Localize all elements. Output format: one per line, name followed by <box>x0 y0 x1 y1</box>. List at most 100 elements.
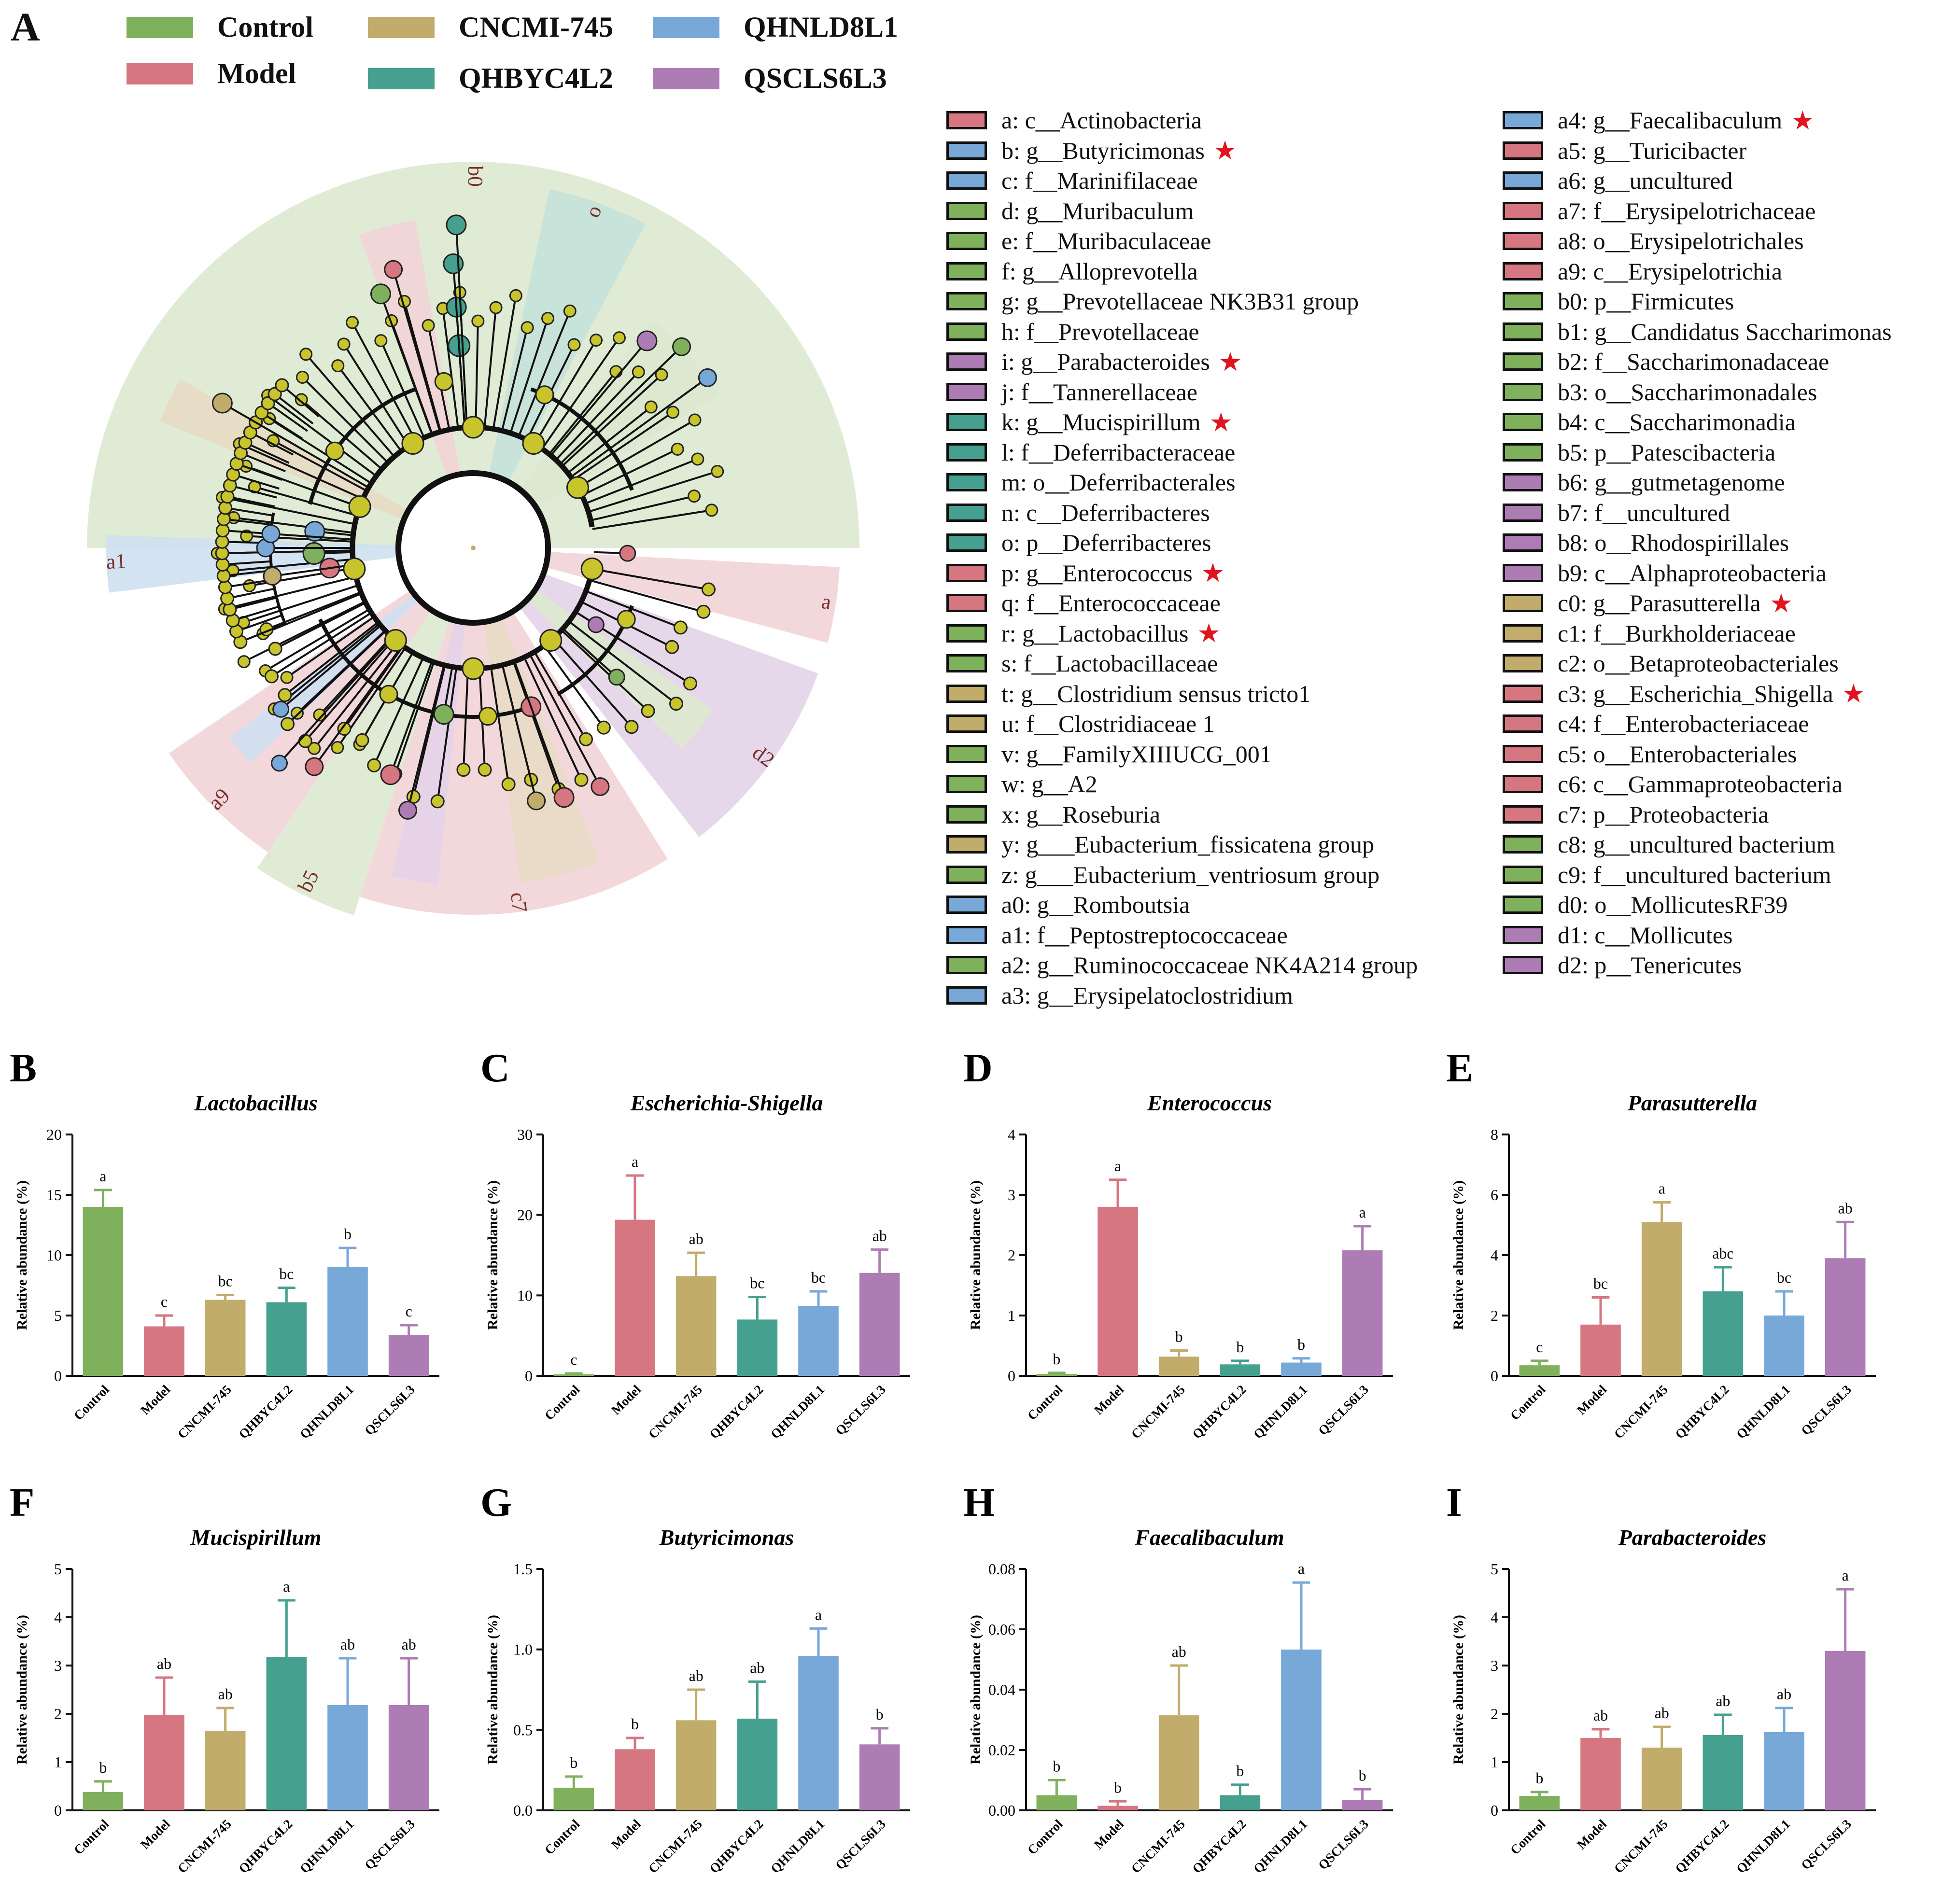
taxa-label: b0: p__Firmicutes <box>1558 288 1734 315</box>
bar-qhnld8l1 <box>798 1656 839 1810</box>
taxa-key-item: b1: g__Candidatus Saccharimonas <box>1503 317 1892 347</box>
taxa-label: o: p__Deferribacteres <box>1001 529 1211 556</box>
y-axis-label: Relative abundance (%) <box>485 1615 501 1764</box>
taxa-label: c8: g__uncultured bacterium <box>1558 831 1835 858</box>
taxa-swatch <box>946 805 987 824</box>
clade-branch <box>436 667 458 802</box>
clade-branch <box>407 665 445 811</box>
x-tick-label: QSCLS6L3 <box>1315 1817 1371 1873</box>
x-tick-label: QHNLD8L1 <box>1251 1382 1310 1442</box>
x-tick-label: CNCMI-745 <box>175 1817 234 1876</box>
clade-node <box>522 432 545 455</box>
clade-branch <box>490 667 510 784</box>
star-icon: ★ <box>1197 619 1221 648</box>
clade-node <box>367 758 381 772</box>
taxa-swatch <box>946 594 987 612</box>
y-tick-label: 0 <box>525 1367 533 1385</box>
clade-branch <box>552 637 633 728</box>
taxa-key-item: b: g__Butyricimonas ★ <box>946 136 1237 166</box>
y-axis-label: Relative abundance (%) <box>1450 1615 1466 1764</box>
taxa-swatch <box>946 443 987 462</box>
taxa-swatch <box>946 533 987 552</box>
clade-branch <box>590 495 695 521</box>
clade-node <box>218 501 233 515</box>
taxa-key-item: r: g__Lactobacillus ★ <box>946 618 1221 648</box>
clade-node <box>563 304 577 318</box>
clade-branch <box>541 337 620 449</box>
significance-letter: a <box>99 1167 106 1185</box>
panel-label: D <box>963 1046 993 1091</box>
star-icon: ★ <box>1769 588 1793 618</box>
bar-control <box>1036 1374 1077 1376</box>
bar-cncmi-745 <box>675 1720 717 1810</box>
clade-branch <box>240 452 286 473</box>
sector-a1 <box>106 535 473 593</box>
clade-node <box>696 604 711 619</box>
legend-label: QHNLD8L1 <box>744 11 899 43</box>
x-tick-label: QHNLD8L1 <box>768 1817 827 1876</box>
y-tick-label: 0 <box>54 1367 62 1385</box>
clade-node <box>591 777 610 796</box>
clade-branch <box>475 321 479 428</box>
clade-branch <box>239 443 364 500</box>
clade-node <box>261 396 275 410</box>
bar-qhnld8l1 <box>1281 1649 1322 1810</box>
x-tick-label: QHBYC4L2 <box>707 1817 766 1876</box>
taxa-swatch <box>1503 503 1543 522</box>
taxa-swatch <box>1503 684 1543 703</box>
taxa-label: c3: g__Escherichia_Shigella <box>1558 680 1833 707</box>
clade-node <box>384 260 403 279</box>
taxa-key-item: b4: c__Saccharimonadia <box>1503 407 1796 437</box>
taxa-swatch <box>946 503 987 522</box>
clade-branch <box>343 343 409 447</box>
clade-node <box>578 732 593 746</box>
taxa-key-item: w: g__A2 <box>946 769 1098 799</box>
clade-node <box>325 441 344 461</box>
clade-node <box>237 655 251 669</box>
taxa-key-item: g: g__Prevotellaceae NK3B31 group <box>946 286 1359 316</box>
bar-chart-enterococcus: D Enterococcus Relative abundance (%) 0 1 2 3 4… <box>963 1046 1393 1442</box>
x-tick-label: QSCLS6L3 <box>1798 1382 1854 1438</box>
taxa-key-item: b8: o__Rhodospirillales <box>1503 528 1789 558</box>
clade-node <box>641 704 655 718</box>
significance-letter: c <box>406 1302 412 1320</box>
bar-qscls6l3 <box>388 1705 429 1810</box>
taxa-label: a0: g__Romboutsia <box>1001 891 1190 918</box>
taxa-swatch <box>1503 292 1543 310</box>
x-tick-label: QHBYC4L2 <box>1190 1382 1249 1442</box>
taxa-key-item: b7: f__uncultured <box>1503 498 1730 528</box>
clade-node <box>430 794 445 809</box>
clade-node <box>384 629 407 652</box>
bar-chart-escherichia-shigella: C Escherichia-Shigella Relative abundance … <box>480 1046 910 1442</box>
bar-qhbyc4l2 <box>1703 1291 1744 1376</box>
x-tick-label: QSCLS6L3 <box>832 1382 888 1438</box>
bar-qhnld8l1 <box>1764 1316 1804 1376</box>
x-tick-label: CNCMI-745 <box>646 1817 705 1876</box>
star-icon: ★ <box>1209 407 1233 437</box>
taxa-label: b6: g__gutmetagenome <box>1558 469 1785 496</box>
bar-qhbyc4l2 <box>1703 1735 1744 1810</box>
taxa-label: c2: o__Betaproteobacteriales <box>1558 650 1839 677</box>
x-tick-label: Control <box>71 1817 112 1858</box>
taxa-key-item: c: f__Marinifilaceae <box>946 166 1198 196</box>
taxa-swatch <box>946 956 987 974</box>
taxa-label: d0: o__MollicutesRF39 <box>1558 891 1788 918</box>
taxa-swatch <box>946 896 987 914</box>
bar-control <box>1036 1795 1077 1810</box>
bar-qscls6l3 <box>859 1273 900 1376</box>
group-legend-item-model: Model <box>127 57 296 90</box>
significance-letter: b <box>1053 1350 1060 1368</box>
star-icon: ★ <box>1791 106 1815 135</box>
x-tick-label: Model <box>1574 1382 1610 1418</box>
clade-node <box>688 413 702 427</box>
bar-chart-butyricimonas: G Butyricimonas Relative abundance (%) 0.0 0… <box>480 1480 910 1876</box>
star-icon: ★ <box>1218 347 1242 377</box>
clade-branch <box>313 645 403 768</box>
y-axis-label: Relative abundance (%) <box>968 1180 984 1330</box>
y-tick-label: 4 <box>54 1609 62 1626</box>
taxa-swatch <box>1503 865 1543 884</box>
taxa-label: b7: f__uncultured <box>1558 499 1730 526</box>
taxa-label: q: f__Enterococcaceae <box>1001 589 1221 616</box>
taxa-swatch <box>946 654 987 672</box>
clade-branch <box>412 665 446 797</box>
